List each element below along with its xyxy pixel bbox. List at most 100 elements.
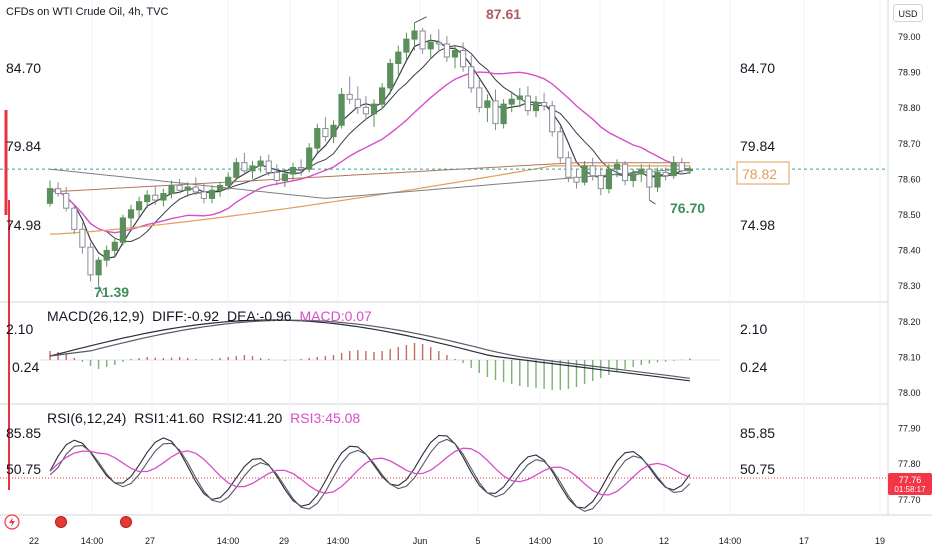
candle-body xyxy=(630,173,637,182)
candle-body xyxy=(670,162,677,177)
candle-body xyxy=(597,175,604,190)
price-axis-tick: 77.70 xyxy=(898,495,921,505)
low-marker-tick xyxy=(98,285,104,295)
candle-body xyxy=(508,98,515,105)
candle-body xyxy=(192,186,199,193)
candle-body xyxy=(184,186,191,191)
rsi1-label: RSI1: xyxy=(134,410,169,426)
candle-body xyxy=(217,184,224,191)
time-axis-tick: 27 xyxy=(145,536,155,546)
candle-body xyxy=(298,167,305,170)
candle-body xyxy=(111,241,118,251)
candle-body xyxy=(354,98,361,108)
price-axis-tick: 77.80 xyxy=(898,459,921,469)
candle-body xyxy=(200,191,208,199)
macd-dea: -0.96 xyxy=(260,308,292,324)
right-scale-label-1: 84.70 xyxy=(740,60,775,76)
candle-body xyxy=(589,165,596,177)
price-axis-tick: 78.40 xyxy=(898,246,921,256)
candle-body xyxy=(451,49,459,58)
candle-body xyxy=(265,160,272,173)
time-axis-tick: 19 xyxy=(875,536,885,546)
candle-body xyxy=(484,100,491,108)
candle-body xyxy=(63,193,70,209)
candle-body xyxy=(662,171,669,177)
candle-body xyxy=(249,165,256,172)
candle-body xyxy=(257,160,264,167)
macd-legend: MACD(26,12,9) DIFF:-0.92 DEA:-0.96 MACD:… xyxy=(47,308,372,324)
candle-body xyxy=(144,194,151,203)
price-axis-tick: 78.60 xyxy=(898,174,921,184)
price-axis-tick: 78.30 xyxy=(898,281,921,291)
candle-body xyxy=(314,128,321,149)
candle-body xyxy=(541,102,548,107)
price-axis-tick: 78.90 xyxy=(898,68,921,78)
candle-body xyxy=(208,189,216,199)
lightning-icon[interactable] xyxy=(4,514,20,530)
price-axis-tick: 77.90 xyxy=(898,424,921,434)
right-scale-label-2: 79.84 xyxy=(740,138,775,154)
us-flag-event-icon[interactable] xyxy=(120,516,132,528)
ma-line-brown xyxy=(49,162,690,193)
rsi3-line xyxy=(49,447,691,496)
candle-body xyxy=(557,131,564,159)
candle-body xyxy=(524,95,531,112)
time-axis-tick: 12 xyxy=(659,536,669,546)
rsi-scale-right-2: 50.75 xyxy=(740,461,775,477)
candle-body xyxy=(678,162,685,172)
macd-scale-right-1: 2.10 xyxy=(740,321,767,337)
candle-body xyxy=(403,38,410,53)
ma-line-medium xyxy=(49,45,690,243)
time-axis-tick: 10 xyxy=(593,536,603,546)
macd-diff-line xyxy=(49,319,690,382)
us-flag-event-icon[interactable] xyxy=(55,516,67,528)
candle-body xyxy=(346,93,353,100)
candle-body xyxy=(322,128,329,138)
candle-body xyxy=(152,194,159,201)
candle-body xyxy=(168,184,175,195)
candle-body xyxy=(176,184,183,191)
candle-body xyxy=(362,106,369,115)
macd-diff: -0.92 xyxy=(187,308,219,324)
high-marker-label: 87.61 xyxy=(486,6,521,22)
price-axis-tick: 79.00 xyxy=(898,32,921,42)
price-axis-tick: 78.80 xyxy=(898,103,921,113)
candle-body xyxy=(306,147,313,170)
rsi-title: RSI(6,12,24) xyxy=(47,410,126,426)
right-scale-label-3: 74.98 xyxy=(740,217,775,233)
time-axis-tick: 17 xyxy=(799,536,809,546)
candle-body xyxy=(516,95,523,100)
candle-body xyxy=(387,62,394,89)
candle-body xyxy=(395,51,402,64)
rsi2-label: RSI2: xyxy=(212,410,247,426)
candle-body xyxy=(427,41,434,50)
rsi-legend: RSI(6,12,24) RSI1:41.60 RSI2:41.20 RSI3:… xyxy=(47,410,360,426)
currency-button[interactable]: USD xyxy=(893,4,923,22)
candle-body xyxy=(686,168,693,172)
rsi1-value: 41.60 xyxy=(169,410,204,426)
candle-body xyxy=(71,207,78,230)
candle-body xyxy=(79,228,86,248)
time-axis: 22 14:00 27 14:00 29 14:00 Jun 5 14:00 10 12 14:00 1… xyxy=(29,536,885,546)
macd-panel xyxy=(40,319,720,390)
macd-diff-label: DIFF: xyxy=(152,308,187,324)
rsi-scale-right-1: 85.85 xyxy=(740,425,775,441)
time-axis-tick: 14:00 xyxy=(719,536,742,546)
candle-body xyxy=(476,87,483,108)
candle-body xyxy=(127,209,135,219)
macd-scale-left-1: 2.10 xyxy=(6,321,33,337)
rsi3-value: 45.08 xyxy=(325,410,360,426)
left-scale-label-1: 84.70 xyxy=(6,60,41,76)
candle-body xyxy=(613,163,621,170)
macd-dea-line xyxy=(49,319,690,379)
candle-body xyxy=(370,103,378,115)
left-scale-label-2: 79.84 xyxy=(6,138,41,154)
candle-body xyxy=(225,176,232,186)
price-axis-tick: 78.10 xyxy=(898,352,921,362)
ma-value-box xyxy=(736,161,790,185)
price-axis-tick: 78.50 xyxy=(898,210,921,220)
left-scale-label-3: 74.98 xyxy=(6,217,41,233)
candle-body xyxy=(605,168,612,190)
time-axis-tick: 14:00 xyxy=(327,536,350,546)
